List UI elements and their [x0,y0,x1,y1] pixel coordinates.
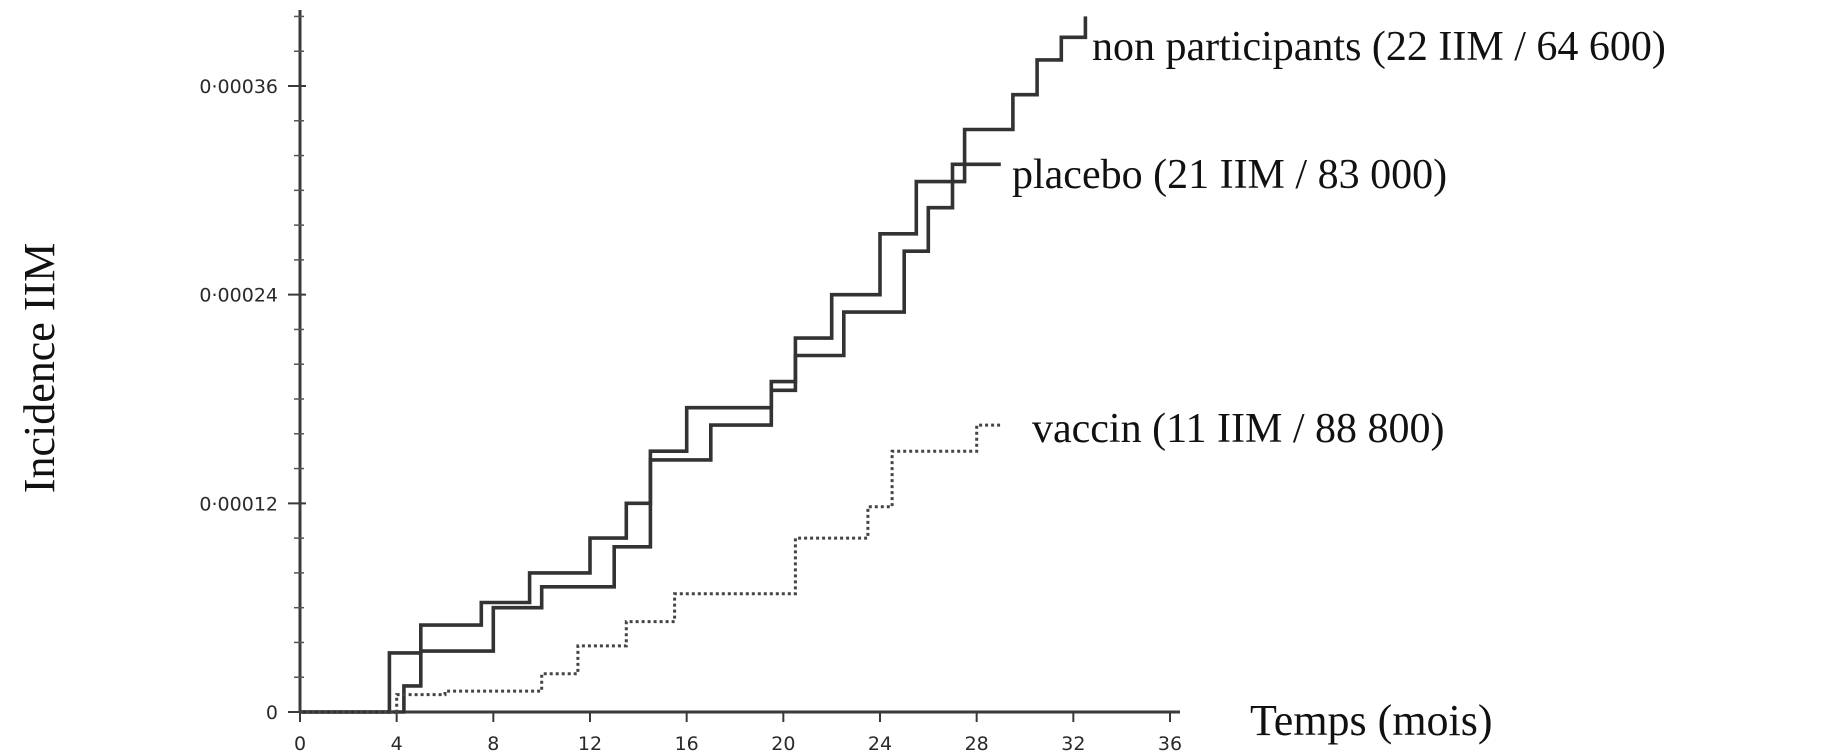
series-label-vaccin: vaccin (11 IIM / 88 800) [1032,406,1445,452]
y-tick-label-0: 0 [266,702,278,724]
y-axis-title: Incidence IIM [15,243,64,493]
x-tick-label-8: 8 [487,733,499,751]
series-labels: non participants (22 IIM / 64 600) place… [1012,24,1666,452]
x-tick-label-4: 4 [391,733,403,751]
x-tick-label-32: 32 [1061,733,1085,751]
series-label-placebo: placebo (21 IIM / 83 000) [1012,152,1447,198]
series-label-non-participants: non participants (22 IIM / 64 600) [1092,24,1666,70]
x-tick-label-12: 12 [578,733,602,751]
y-tick-label-1: 0·00012 [199,493,278,515]
series-line-1 [300,162,1001,714]
x-tick-label-0: 0 [294,733,306,751]
axes: 0 4 8 12 16 20 24 28 32 36 0 0·00012 0·00024 0·00036 [199,10,1182,751]
series-lines [300,16,1088,714]
x-tick-label-36: 36 [1158,733,1182,751]
x-tick-label-28: 28 [965,733,989,751]
x-axis-title: Temps (mois) [1250,696,1493,745]
x-tick-label-24: 24 [868,733,892,751]
x-ticks: 0 4 8 12 16 20 24 28 32 36 [294,712,1182,751]
x-tick-label-16: 16 [675,733,699,751]
y-ticks: 0 0·00012 0·00024 0·00036 [199,76,306,724]
series-line-2 [300,423,1001,714]
series-line-0 [300,16,1088,714]
y-tick-label-3: 0·00036 [199,76,278,98]
x-tick-label-20: 20 [771,733,795,751]
y-tick-label-2: 0·00024 [199,285,278,307]
